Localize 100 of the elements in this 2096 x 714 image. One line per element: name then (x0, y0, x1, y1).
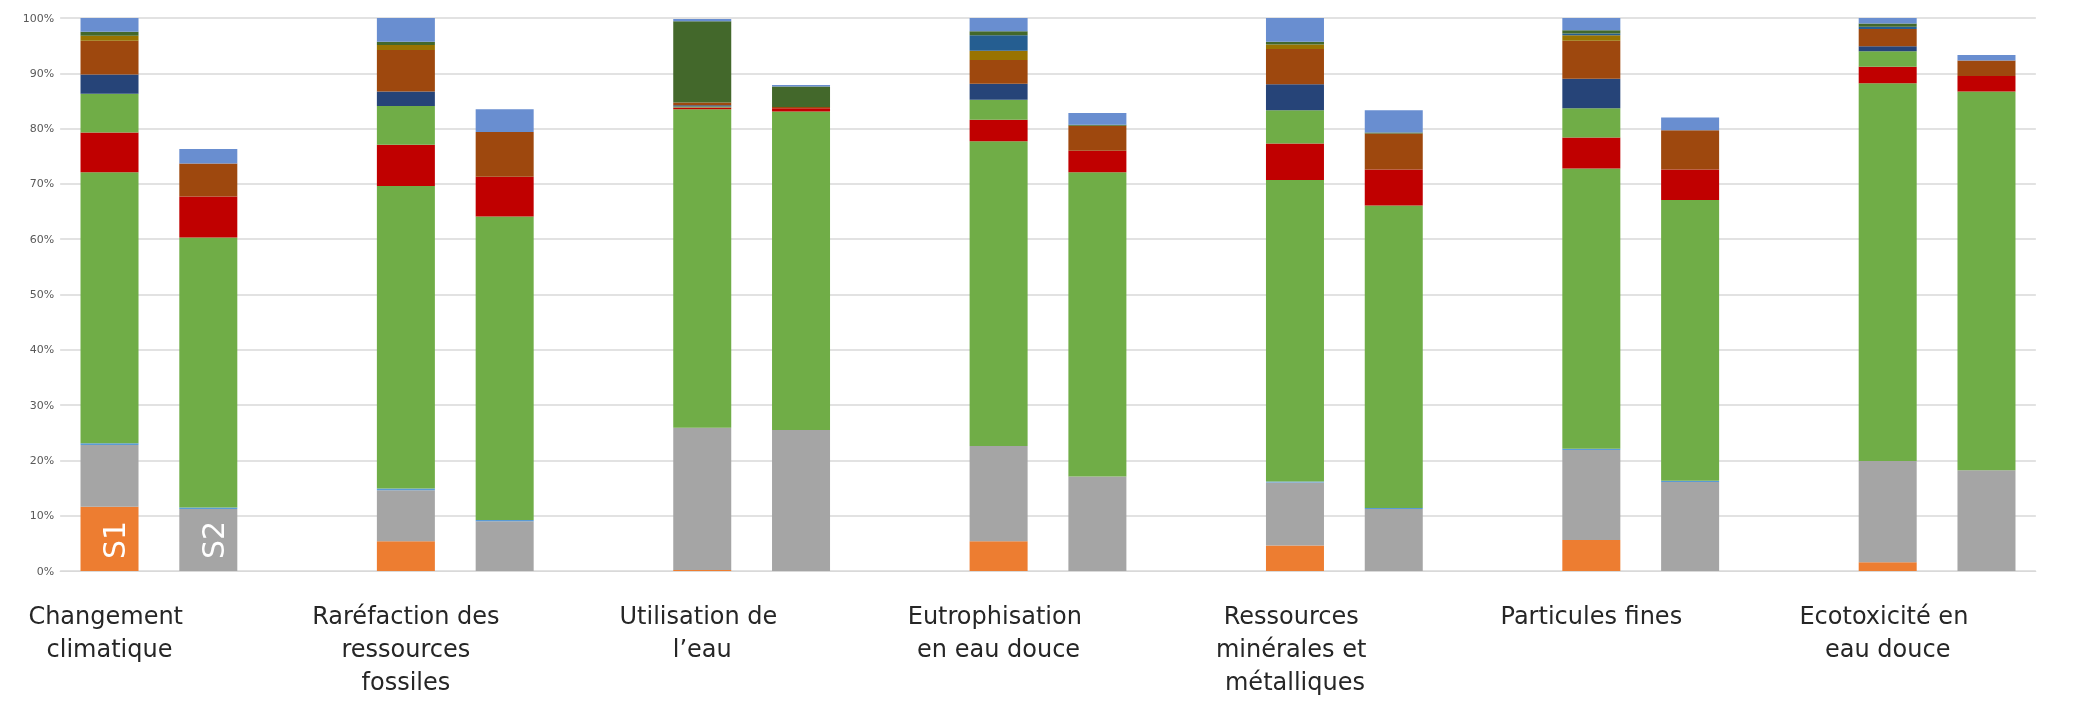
bar (1858, 460, 1917, 563)
x-tick-label: Eutrophisation en eau douce (907, 601, 1090, 663)
bar (1661, 169, 1720, 200)
y-tick-label: 0% (36, 564, 55, 578)
bar (1858, 51, 1917, 67)
x-tick-label: Ecotoxicité en eau douce (1799, 601, 1976, 663)
bar (376, 50, 435, 92)
bar (1858, 562, 1917, 571)
bar (475, 176, 534, 217)
bar (1265, 143, 1324, 181)
bar (1957, 470, 2016, 571)
bar (376, 490, 435, 542)
x-tick-label: Changement climatique (28, 601, 191, 663)
bar (969, 18, 1028, 32)
bar (1265, 180, 1324, 482)
bar (80, 40, 139, 75)
x-tick-label: Utilisation de l’eau (619, 601, 785, 663)
bar (1562, 449, 1621, 541)
bar (673, 427, 732, 570)
bar (1957, 91, 2016, 471)
bar (1068, 113, 1127, 125)
bar (1957, 76, 2016, 92)
y-tick-label: 10% (29, 509, 55, 523)
bar (969, 83, 1028, 100)
bar (179, 149, 238, 164)
bar (80, 35, 139, 41)
bar (1265, 48, 1324, 85)
bar (179, 237, 238, 508)
bar (1364, 509, 1423, 571)
bar (673, 21, 732, 103)
bar (969, 99, 1028, 120)
bar (1562, 35, 1621, 41)
bar (80, 444, 139, 507)
bar (475, 521, 534, 571)
bar (969, 119, 1028, 142)
bar (475, 216, 534, 521)
bar (1265, 84, 1324, 111)
bar (673, 19, 732, 22)
bar (1265, 41, 1324, 45)
bar (1364, 133, 1423, 170)
bar (1068, 476, 1127, 571)
bar (1265, 110, 1324, 144)
y-tick-label: 60% (29, 232, 55, 246)
y-tick-label: 30% (29, 398, 55, 412)
bar (179, 163, 238, 197)
bar (1661, 199, 1720, 481)
bar (1364, 205, 1423, 508)
bar (1661, 481, 1720, 571)
bar (1858, 66, 1917, 84)
bar (80, 93, 139, 133)
annotation: S1 (97, 520, 133, 559)
bar (1364, 169, 1423, 206)
bar (772, 86, 831, 108)
bar (969, 60, 1028, 84)
bar (376, 18, 435, 42)
bar (1068, 150, 1127, 173)
bar (80, 18, 139, 32)
y-tick-label: 50% (29, 288, 55, 301)
bar (179, 509, 238, 571)
bar (1661, 130, 1720, 170)
bar (1957, 55, 2016, 61)
bar (80, 31, 139, 36)
x-tick-label: Raréfaction des ressources fossiles (312, 601, 500, 696)
bar (772, 111, 831, 430)
bar (1562, 540, 1621, 571)
bar (1562, 168, 1621, 449)
bar (80, 172, 139, 444)
bar (1562, 18, 1621, 31)
bar (673, 109, 732, 428)
x-tick-label: Ressources minérales et métalliques (1215, 601, 1374, 696)
bar (1858, 83, 1917, 461)
bar (376, 45, 435, 51)
bar (969, 141, 1028, 447)
bar (80, 74, 139, 94)
bar (1562, 108, 1621, 138)
bar (376, 41, 435, 46)
bar (1068, 125, 1127, 151)
bar (1661, 117, 1720, 131)
bar (969, 446, 1028, 542)
y-tick-label: 40% (29, 343, 55, 357)
bar (475, 109, 534, 132)
bar (1562, 40, 1621, 79)
bar (969, 50, 1028, 61)
bar (1957, 60, 2016, 77)
bar (376, 541, 435, 571)
bar (179, 196, 238, 238)
y-tick-label: 90% (29, 66, 55, 80)
bar (376, 105, 435, 145)
x-tick-label: Particules fines (1500, 601, 1683, 630)
y-tick-label: 80% (29, 122, 55, 136)
bar (1562, 78, 1621, 109)
bar (772, 429, 831, 571)
bar (1265, 18, 1324, 42)
bar (475, 131, 534, 177)
bar (376, 91, 435, 106)
bar (969, 35, 1028, 51)
bar (80, 506, 139, 571)
bar (376, 144, 435, 187)
bar (1265, 44, 1324, 49)
bar (969, 541, 1028, 571)
